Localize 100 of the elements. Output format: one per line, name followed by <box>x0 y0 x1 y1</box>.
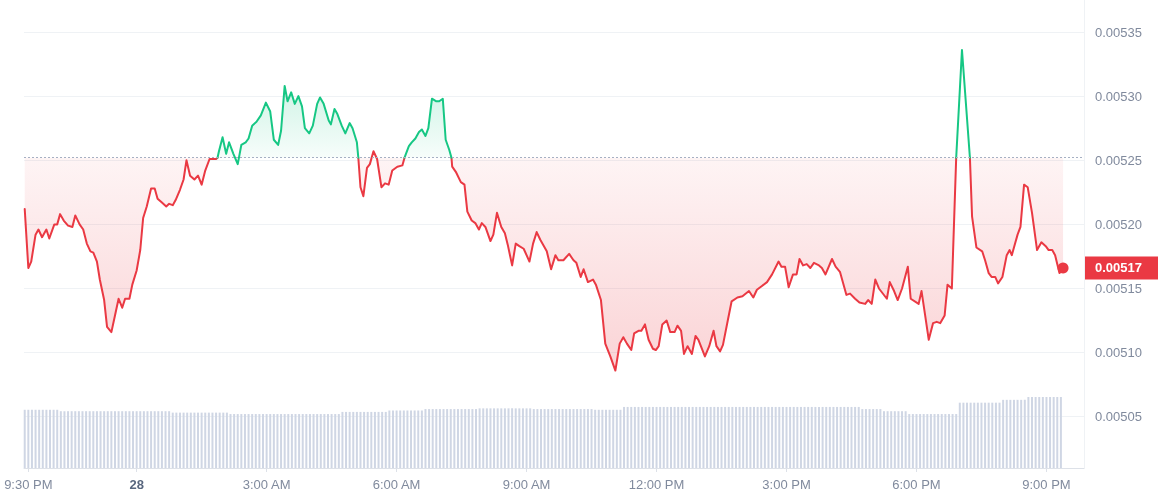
bar <box>63 411 66 468</box>
bar <box>583 409 586 468</box>
bar <box>489 408 492 468</box>
bar <box>92 411 95 468</box>
bar <box>821 406 824 468</box>
bar <box>933 414 936 468</box>
bar <box>471 409 474 468</box>
bar <box>850 406 853 468</box>
bar <box>785 406 788 468</box>
bar <box>554 409 557 468</box>
bar <box>431 409 434 468</box>
bar <box>922 414 925 468</box>
bar <box>413 410 416 468</box>
bar <box>312 414 315 468</box>
bar <box>395 410 398 468</box>
bar <box>265 414 268 468</box>
bar <box>637 406 640 468</box>
bar <box>962 402 965 468</box>
bar <box>1056 397 1059 468</box>
bar <box>348 411 351 468</box>
bar <box>987 402 990 468</box>
bar <box>496 408 499 468</box>
bar <box>370 411 373 468</box>
bar <box>536 409 539 468</box>
bar <box>1016 399 1019 468</box>
bar <box>709 406 712 468</box>
bar <box>229 414 232 468</box>
bar <box>330 414 333 468</box>
bar <box>301 414 304 468</box>
bar <box>128 411 131 468</box>
y-tick-label: 0.00510 <box>1095 345 1142 361</box>
bar <box>713 406 716 468</box>
bar <box>276 414 279 468</box>
y-tick-label: 0.00515 <box>1095 280 1142 296</box>
x-tick-label: 28 <box>129 477 144 492</box>
bar <box>1045 397 1048 468</box>
bar <box>211 412 214 468</box>
bar <box>99 411 102 468</box>
bar <box>305 414 308 468</box>
bar <box>767 406 770 468</box>
bar <box>146 411 149 468</box>
bar <box>135 411 138 468</box>
bar <box>341 411 344 468</box>
bar <box>117 411 120 468</box>
bar <box>684 406 687 468</box>
bar <box>323 414 326 468</box>
x-tick-label: 6:00 PM <box>892 477 941 492</box>
bar <box>222 412 225 468</box>
bar <box>774 406 777 468</box>
x-tick-label: 3:00 AM <box>242 477 291 492</box>
bar <box>648 406 651 468</box>
bar <box>525 408 528 468</box>
bar <box>88 411 91 468</box>
bar <box>691 406 694 468</box>
bar <box>182 412 185 468</box>
bar <box>749 406 752 468</box>
bar <box>803 406 806 468</box>
bar <box>579 409 582 468</box>
x-tick-label: 3:00 PM <box>762 477 811 492</box>
bar <box>283 414 286 468</box>
bar <box>460 409 463 468</box>
annotation: 0.00517 <box>1095 260 1142 276</box>
bar <box>218 412 221 468</box>
bar <box>359 411 362 468</box>
bar <box>247 414 250 468</box>
bar <box>45 409 48 468</box>
bar <box>991 402 994 468</box>
bar <box>720 406 723 468</box>
bar <box>193 412 196 468</box>
bar <box>839 406 842 468</box>
bar <box>778 406 781 468</box>
bar <box>998 402 1001 468</box>
bar <box>52 409 55 468</box>
bar <box>572 409 575 468</box>
bar <box>1034 397 1037 468</box>
bar <box>951 414 954 468</box>
bar <box>832 406 835 468</box>
bar <box>814 406 817 468</box>
bar <box>792 406 795 468</box>
x-tick-label: 9:00 PM <box>1022 477 1071 492</box>
bar <box>626 406 629 468</box>
bar <box>1052 397 1055 468</box>
bar <box>258 414 261 468</box>
x-tick-label: 12:00 PM <box>628 477 685 492</box>
bar <box>731 406 734 468</box>
bar <box>608 409 611 468</box>
bar <box>796 406 799 468</box>
bar <box>926 414 929 468</box>
bar <box>164 411 167 468</box>
bar <box>756 406 759 468</box>
bar <box>175 412 178 468</box>
bar <box>424 409 427 468</box>
bar <box>507 408 510 468</box>
y-tick-label: 0.00525 <box>1095 152 1142 168</box>
bar <box>200 412 203 468</box>
bar <box>980 402 983 468</box>
bar <box>236 414 239 468</box>
bar <box>857 406 860 468</box>
bar <box>561 409 564 468</box>
bar <box>34 409 37 468</box>
